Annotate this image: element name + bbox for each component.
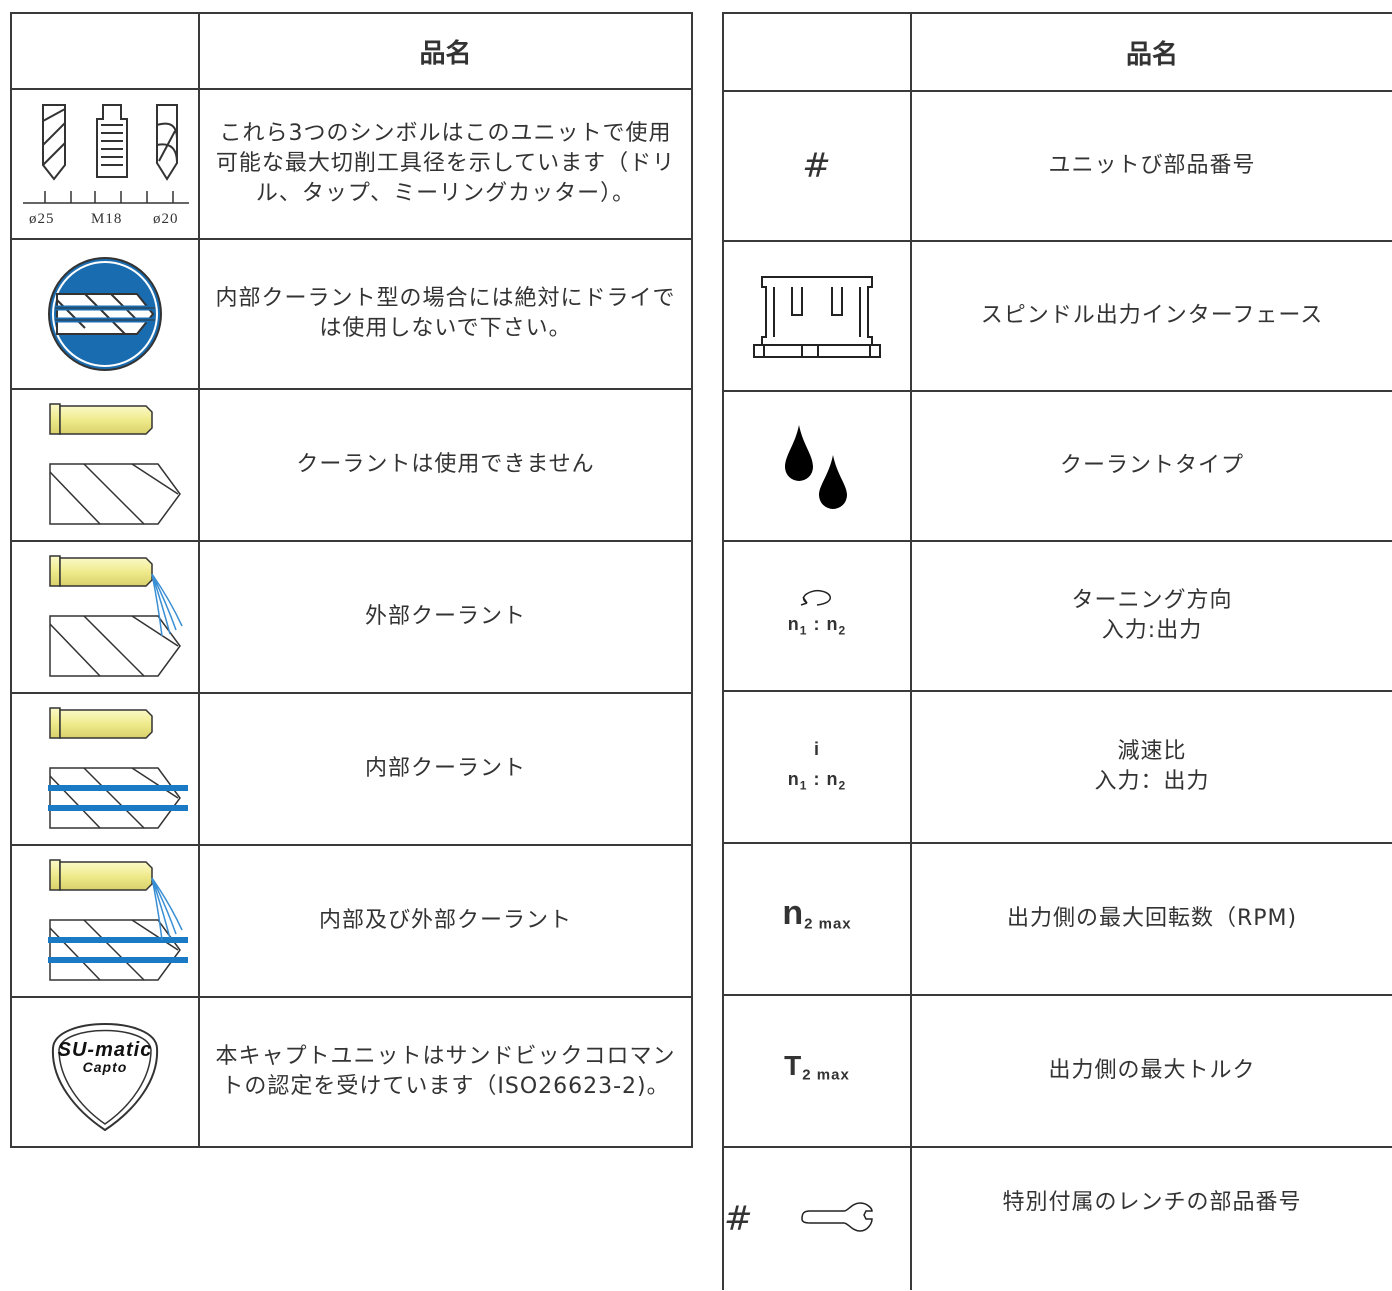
symbol-text: n — [787, 768, 800, 789]
description: 本キャプトユニットはサンドビックコロマントの認定を受けています（ISO26623… — [198, 996, 693, 1148]
logo-text: SU-matic — [58, 1039, 153, 1061]
description: ターニング方向 入力:出力 — [910, 540, 1392, 692]
hash-symbol: # — [724, 1199, 754, 1239]
symbol-sub: 2 — [838, 778, 847, 793]
symbol-text: T — [784, 1050, 803, 1082]
logo-text: Capto — [83, 1059, 128, 1075]
symbol-cell: n2 max — [722, 842, 912, 996]
description: 内部クーラント — [198, 692, 693, 846]
no-dry-icon — [48, 257, 162, 371]
symbol-text: n — [787, 613, 800, 634]
description: 出力側の最大トルク — [910, 994, 1392, 1148]
symbol-cell: T2 max — [722, 994, 912, 1148]
hash-symbol: # — [802, 146, 832, 186]
drill-icon — [49, 555, 183, 677]
left-table: 品名 ø25 M18 ø20 これら3つのシンボルはこのユニットで使用可能な最大… — [10, 12, 693, 1148]
size-label: ø25 — [29, 211, 55, 227]
symbol-cell — [10, 692, 200, 846]
header: 品名 — [910, 12, 1392, 92]
size-label: ø20 — [153, 211, 179, 227]
description: 減速比入力：出力 — [910, 690, 1392, 844]
drill-icon — [20, 859, 190, 981]
size-label: M18 — [91, 211, 122, 227]
symbol-cell — [10, 388, 200, 542]
symbol-cell: n1 : n2 — [722, 540, 912, 692]
description: クーラントは使用できません — [198, 388, 693, 542]
symbol-sub: 1 — [799, 778, 808, 793]
line: 入力：出力 — [1094, 769, 1210, 794]
symbol-cell — [722, 240, 912, 392]
symbol-text: : — [813, 613, 821, 634]
description: スピンドル出力インターフェース — [910, 240, 1392, 392]
line: ターニング方向 — [1071, 588, 1233, 613]
symbol-sub: 2 — [838, 623, 847, 638]
symbol-cell: # — [722, 1146, 912, 1290]
symbol-cell: i n1 : n2 — [722, 690, 912, 844]
symbol-text: n — [782, 894, 805, 933]
symbol-cell: # — [722, 90, 912, 242]
description: 特別付属のレンチの部品番号 — [910, 1146, 1392, 1290]
description: これら3つのシンボルはこのユニットで使用可能な最大切削工具径を示しています（ドリ… — [198, 88, 693, 240]
description: ユニットび部品番号 — [910, 90, 1392, 242]
symbol-text: n — [826, 613, 839, 634]
description: 外部クーラント — [198, 540, 693, 694]
rotation-arrow — [800, 589, 831, 606]
symbol-cell — [722, 390, 912, 542]
drill-icon — [20, 707, 190, 829]
spindle-icon — [753, 276, 881, 358]
symbol-text: i — [813, 738, 820, 759]
symbol-text: : — [813, 768, 821, 789]
symbol-cell — [10, 238, 200, 390]
empty-header — [722, 12, 912, 92]
right-table: 品名 # ユニットび部品番号 スピンドル出力インターフェース クーラントタイプ n… — [722, 12, 1392, 1290]
symbol-text: n — [826, 768, 839, 789]
wrench-icon — [800, 1202, 873, 1232]
description: クーラントタイプ — [910, 390, 1392, 542]
empty-header — [10, 12, 200, 90]
symbol-cell: ø25 M18 ø20 — [10, 88, 200, 240]
description: 出力側の最大回転数（RPM) — [910, 842, 1392, 996]
description: 内部及び外部クーラント — [198, 844, 693, 998]
tool-size-icon: ø25 M18 ø20 — [23, 104, 189, 227]
line: 入力:出力 — [1101, 618, 1203, 643]
symbol-cell — [10, 844, 200, 998]
symbol-cell — [10, 540, 200, 694]
drops-icon — [785, 425, 847, 509]
symbol-sub: 1 — [799, 623, 808, 638]
symbol-sub: 2 max — [804, 915, 852, 933]
symbol-sub: 2 max — [802, 1066, 850, 1084]
description: 内部クーラント型の場合には絶対にドライでは使用しないで下さい。 — [198, 238, 693, 390]
symbol-cell: SU-matic Capto — [10, 996, 200, 1148]
drill-icon — [49, 403, 181, 525]
header: 品名 — [198, 12, 693, 90]
line: 減速比 — [1117, 739, 1187, 764]
